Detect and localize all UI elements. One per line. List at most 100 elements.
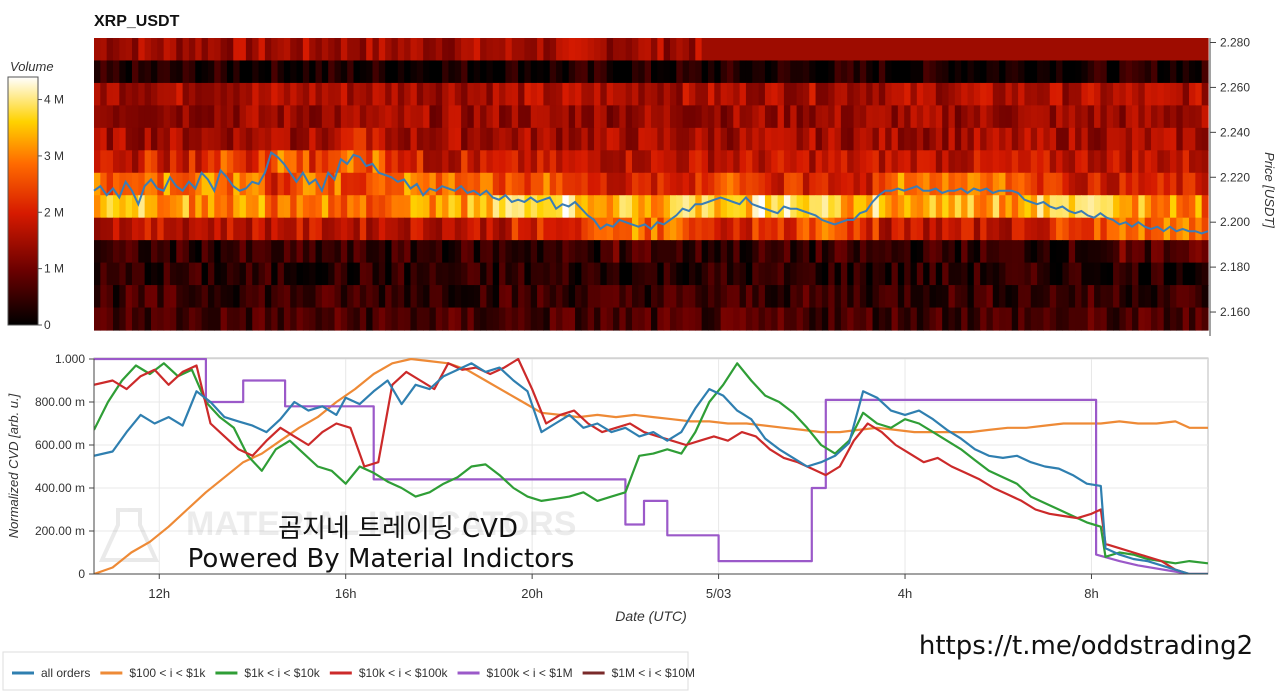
heatmap-cell — [385, 60, 393, 84]
heatmap-cell — [372, 307, 380, 331]
heatmap-cell — [264, 307, 272, 331]
heatmap-cell — [885, 172, 893, 196]
heatmap-cell — [619, 262, 627, 286]
heatmap-cell — [188, 105, 196, 129]
heatmap-cell — [1157, 127, 1165, 151]
heatmap-cell — [1157, 38, 1165, 62]
legend-label[interactable]: $10k < i < $100k — [359, 666, 449, 680]
legend-label[interactable]: $1k < i < $10k — [244, 666, 320, 680]
heatmap-cell — [961, 285, 969, 309]
heatmap-cell — [568, 60, 576, 84]
heatmap-cell — [764, 307, 772, 331]
heatmap-cell — [1132, 82, 1139, 106]
heatmap-cell — [1075, 172, 1083, 196]
heatmap-cell — [1157, 285, 1165, 309]
heatmap-cell — [264, 262, 272, 286]
heatmap-cell — [942, 285, 950, 309]
heatmap-cell — [676, 105, 684, 129]
heatmap-cell — [486, 82, 494, 106]
heatmap-cell — [1151, 307, 1158, 331]
heatmap-cell — [397, 60, 405, 84]
heatmap-cell — [195, 285, 203, 309]
heatmap-cell — [277, 38, 285, 62]
heatmap-cell — [600, 307, 608, 331]
heatmap-cell — [549, 217, 557, 241]
heatmap-cell — [625, 127, 633, 151]
heatmap-cell — [195, 262, 203, 286]
heatmap-cell — [1151, 127, 1158, 151]
heatmap-cell — [986, 60, 994, 84]
heatmap-cell — [302, 285, 310, 309]
heatmap-cell — [138, 262, 146, 286]
heatmap-cell — [309, 38, 317, 62]
heatmap-cell — [916, 195, 924, 219]
heatmap-cell — [1081, 307, 1089, 331]
heatmap-cell — [1056, 285, 1064, 309]
heatmap-cell — [752, 172, 760, 196]
heatmap-cell — [739, 127, 747, 151]
legend-label[interactable]: all orders — [41, 666, 90, 680]
heatmap-cell — [435, 60, 443, 84]
heatmap-cell — [258, 240, 266, 264]
heatmap-cell — [745, 307, 753, 331]
heatmap-cell — [271, 195, 279, 219]
heatmap-cell — [252, 127, 260, 151]
heatmap-cell — [688, 262, 696, 286]
heatmap-cell — [948, 217, 956, 241]
heatmap-cell — [1100, 240, 1108, 264]
heatmap-cell — [904, 307, 912, 331]
heatmap-cell — [397, 150, 405, 174]
heatmap-cell — [866, 217, 874, 241]
heatmap-cell — [138, 127, 146, 151]
heatmap-cell — [448, 38, 456, 62]
heatmap-cell — [587, 60, 595, 84]
heatmap-cell — [169, 307, 177, 331]
heatmap-cell — [321, 195, 329, 219]
heatmap-cell — [385, 240, 393, 264]
heatmap-cell — [1132, 60, 1139, 84]
heatmap-cell — [226, 127, 234, 151]
heatmap-cell — [245, 60, 253, 84]
heatmap-cell — [1163, 127, 1171, 151]
heatmap-cell — [568, 38, 576, 62]
overlay-url[interactable]: https://t.me/oddstrading2 — [919, 631, 1253, 661]
heatmap-cell — [397, 240, 405, 264]
heatmap-cell — [733, 307, 741, 331]
heatmap-cell — [1049, 172, 1057, 196]
heatmap-cell — [891, 105, 899, 129]
heatmap-cell — [334, 307, 342, 331]
heatmap-cell — [828, 240, 836, 264]
heatmap-cell — [1163, 38, 1171, 62]
heatmap-cell — [840, 60, 848, 84]
heatmap-cell — [264, 172, 272, 196]
heatmap-cell — [600, 150, 608, 174]
heatmap-cell — [853, 262, 861, 286]
heatmap-cell — [663, 127, 671, 151]
heatmap-cell — [1119, 240, 1127, 264]
heatmap-cell — [999, 105, 1007, 129]
heatmap-cell — [410, 60, 418, 84]
heatmap-cell — [1176, 195, 1184, 219]
heatmap-cell — [448, 105, 456, 129]
heatmap-cell — [518, 172, 526, 196]
heatmap-cell — [321, 38, 329, 62]
heatmap-cell — [1132, 38, 1139, 62]
heatmap-cell — [410, 82, 418, 106]
heatmap-cell — [980, 262, 988, 286]
heatmap-cell — [1043, 307, 1051, 331]
legend-label[interactable]: $1M < i < $10M — [612, 666, 695, 680]
heatmap-cell — [435, 127, 443, 151]
legend-label[interactable]: $100 < i < $1k — [129, 666, 206, 680]
legend-label[interactable]: $100k < i < $1M — [487, 666, 573, 680]
heatmap-cell — [581, 195, 589, 219]
heatmap-cell — [669, 195, 677, 219]
heatmap-cell — [518, 60, 526, 84]
heatmap-cell — [562, 172, 570, 196]
heatmap-cell — [866, 240, 874, 264]
heatmap-cell — [505, 82, 513, 106]
price-tick-label: 2.240 — [1220, 125, 1250, 139]
heatmap-cell — [1170, 240, 1177, 264]
heatmap-cell — [182, 307, 190, 331]
heatmap-cell — [106, 262, 114, 286]
